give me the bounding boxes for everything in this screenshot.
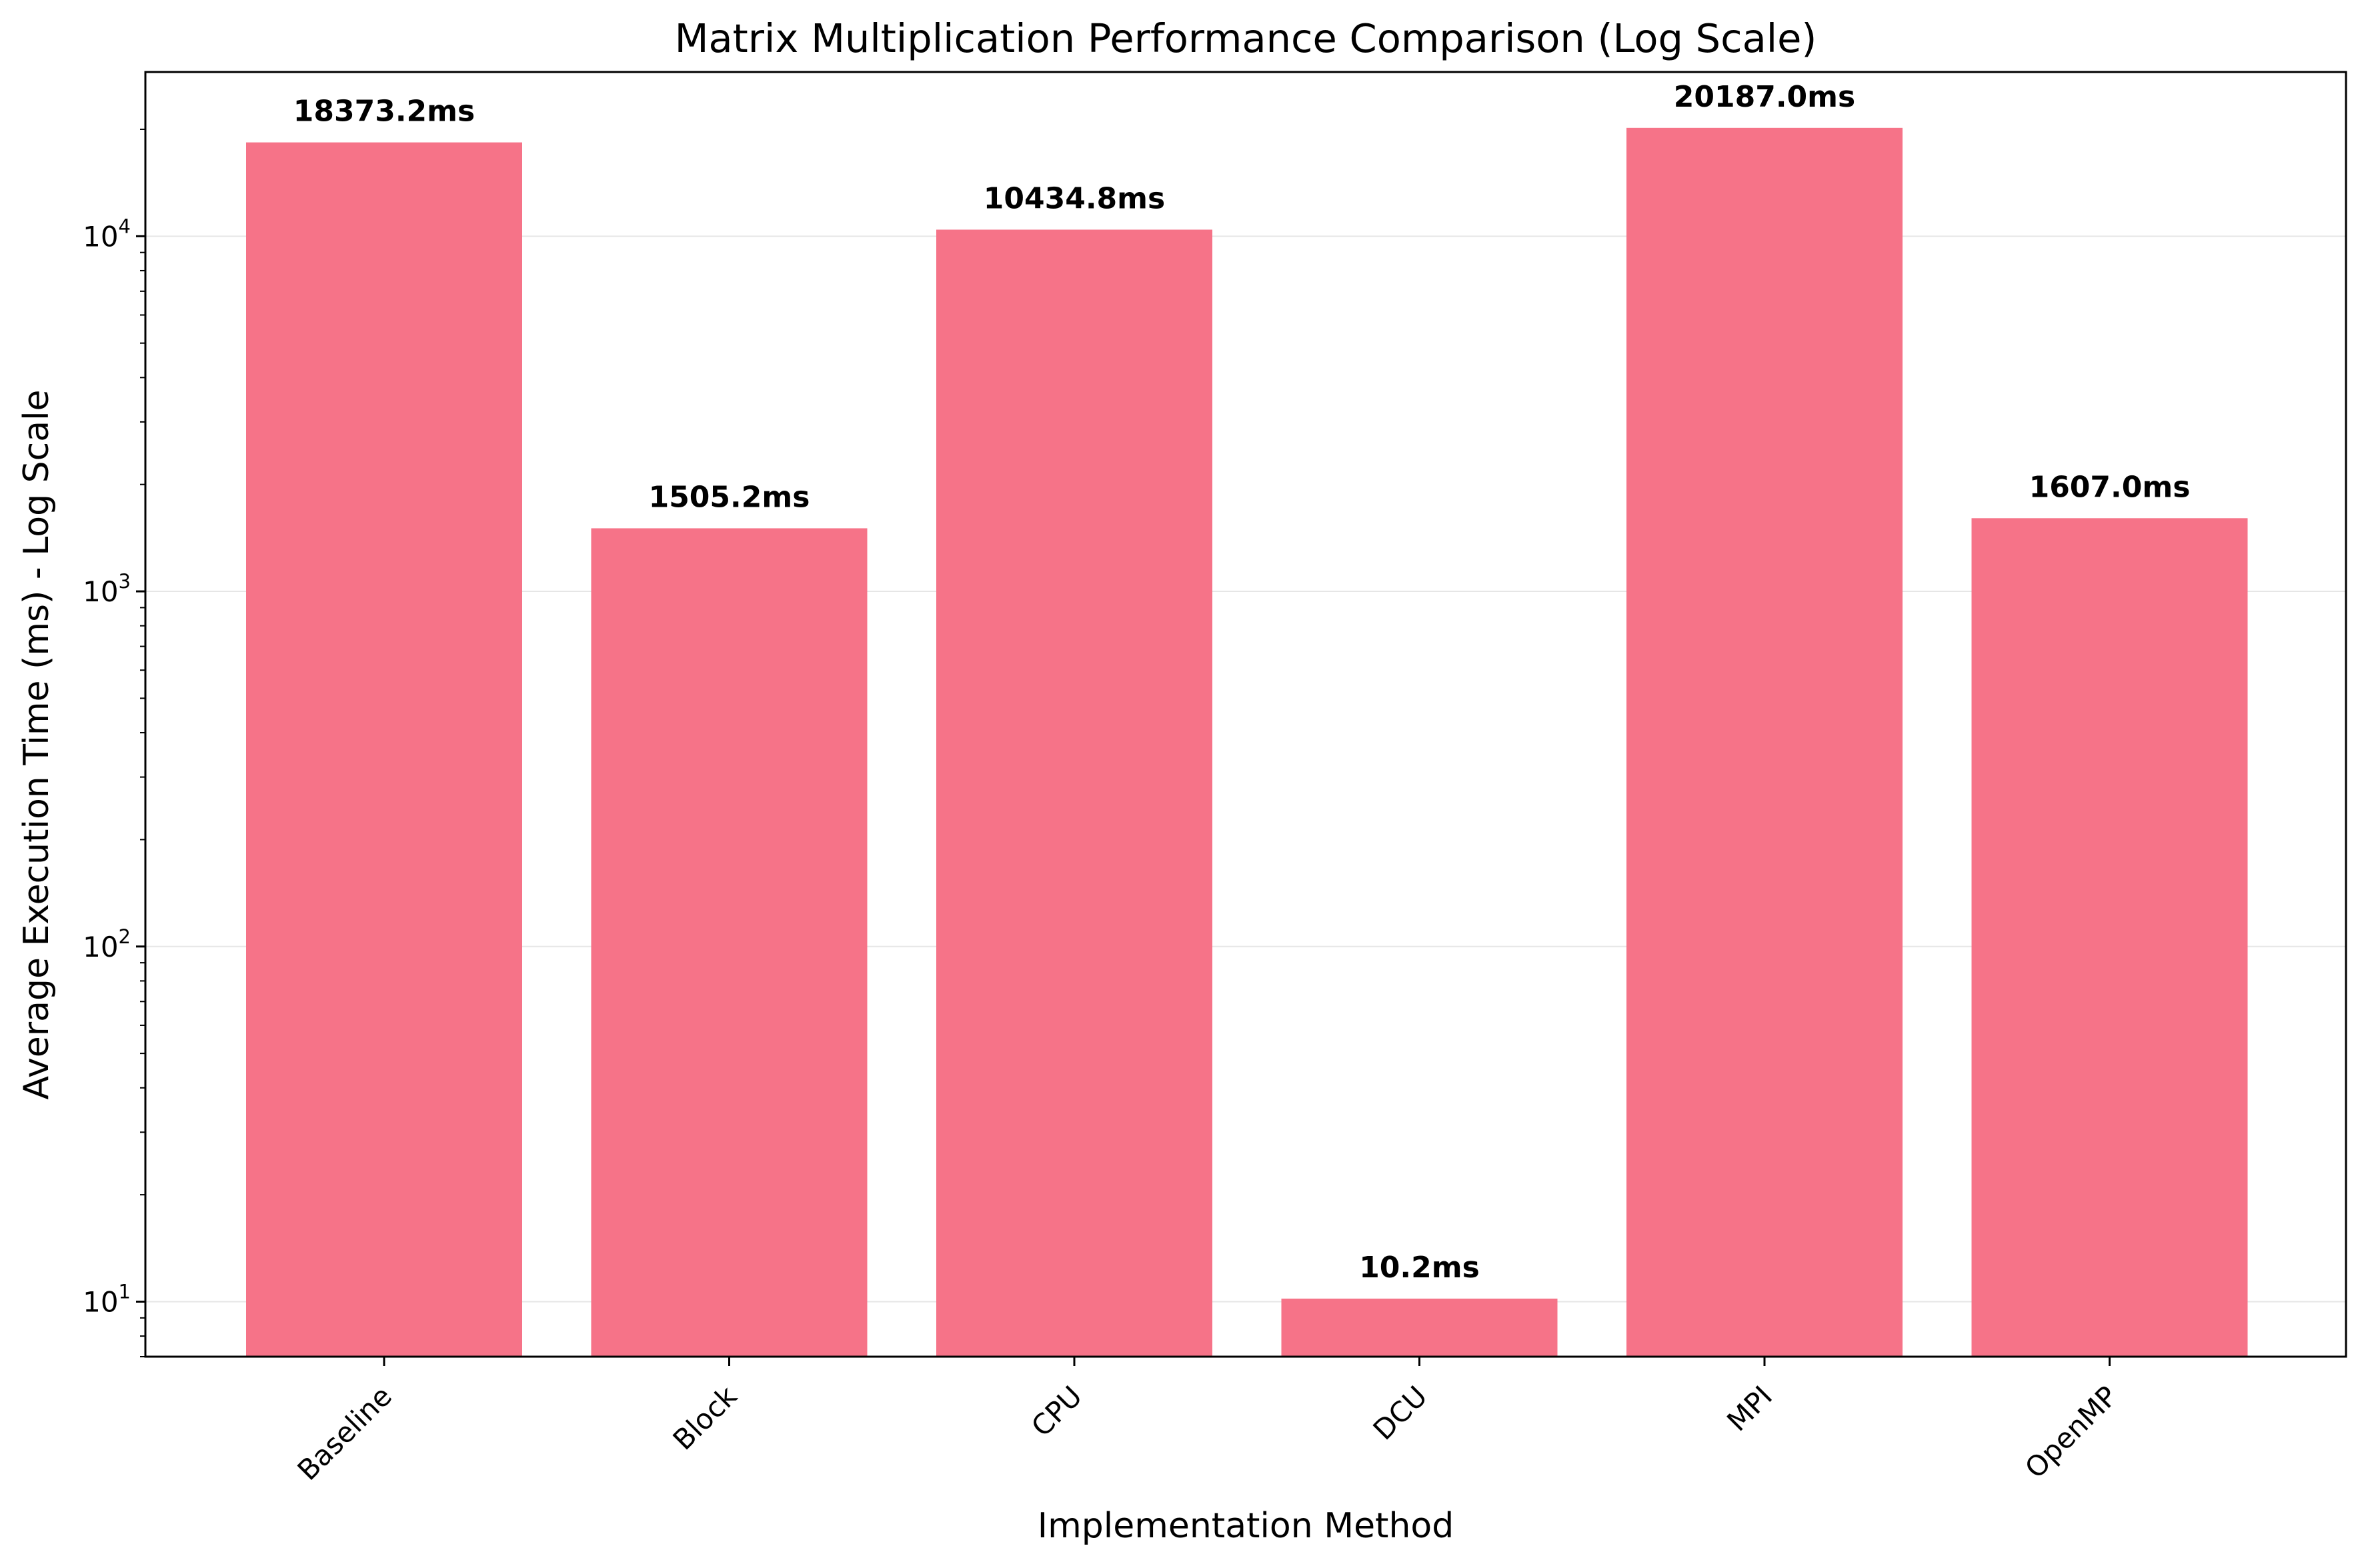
y-tick-label: 101 — [83, 1280, 131, 1318]
data-label: 10434.8ms — [984, 181, 1165, 215]
y-tick-label: 102 — [83, 925, 131, 963]
y-tick-label: 103 — [83, 570, 131, 608]
bar-baseline — [246, 142, 522, 1357]
bar-cpu — [936, 229, 1212, 1357]
y-tick-label: 104 — [83, 215, 131, 253]
data-label: 1505.2ms — [649, 480, 810, 514]
plot-frame — [144, 71, 2347, 1358]
data-label: 1607.0ms — [2029, 470, 2191, 504]
bar-mpi — [1626, 127, 1903, 1357]
bar-openmp — [1971, 518, 2248, 1357]
bar-block — [591, 528, 868, 1357]
data-labels: 18373.2ms 1505.2ms 10434.8ms 10.2ms 20187.0m… — [293, 80, 2191, 1285]
y-axis-label: Average Execution Time (ms) - Log Scale — [17, 389, 57, 1099]
data-label: 20187.0ms — [1674, 80, 1855, 114]
bar-dcu — [1281, 1298, 1558, 1357]
chart-title: Matrix Multiplication Performance Compar… — [675, 15, 1817, 61]
data-label: 10.2ms — [1359, 1251, 1480, 1285]
data-label: 18373.2ms — [293, 95, 475, 129]
x-axis-label: Implementation Method — [1038, 1506, 1454, 1546]
bars — [246, 127, 2248, 1357]
